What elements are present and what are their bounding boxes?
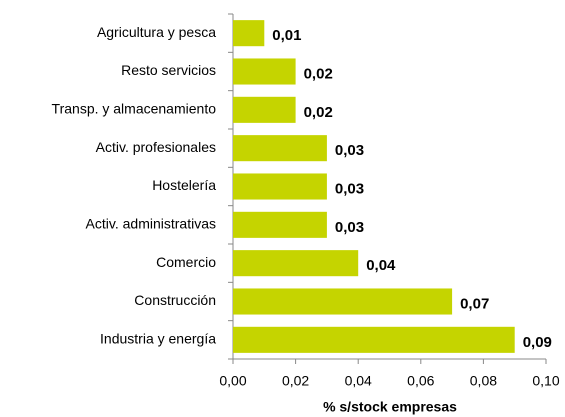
bar [233, 326, 515, 353]
y-tick-label: Industria y energía [100, 331, 216, 347]
x-tick-label: 0,00 [219, 373, 246, 389]
y-tick-label: Agricultura y pesca [97, 24, 216, 40]
value-label: 0,02 [304, 65, 333, 82]
y-tick-label: Activ. administrativas [86, 216, 216, 232]
value-label: 0,03 [335, 219, 364, 236]
value-label: 0,01 [272, 27, 301, 44]
x-tick-label: 0,02 [282, 373, 309, 389]
bar [233, 58, 296, 85]
y-tick-label: Comercio [156, 254, 216, 270]
y-tick-label: Hostelería [152, 177, 216, 193]
bar [233, 250, 359, 277]
bar [233, 288, 453, 315]
bar [233, 96, 296, 123]
value-label: 0,09 [523, 334, 552, 351]
value-label: 0,03 [335, 180, 364, 197]
value-label: 0,02 [304, 104, 333, 121]
bar [233, 20, 265, 47]
bar [233, 211, 327, 238]
value-label: 0,04 [366, 257, 396, 274]
y-tick-label: Transp. y almacenamiento [52, 101, 217, 117]
value-label: 0,03 [335, 142, 364, 159]
x-tick-label: 0,04 [345, 373, 372, 389]
bar [233, 173, 327, 200]
x-axis-label: % s/stock empresas [323, 399, 457, 415]
y-tick-label: Activ. profesionales [96, 139, 216, 155]
bar [233, 135, 327, 162]
y-tick-label: Resto servicios [121, 62, 216, 78]
x-tick-label: 0,10 [532, 373, 559, 389]
y-tick-label: Construcción [134, 292, 216, 308]
x-tick-label: 0,08 [470, 373, 497, 389]
value-label: 0,07 [460, 295, 489, 312]
x-tick-label: 0,06 [407, 373, 434, 389]
